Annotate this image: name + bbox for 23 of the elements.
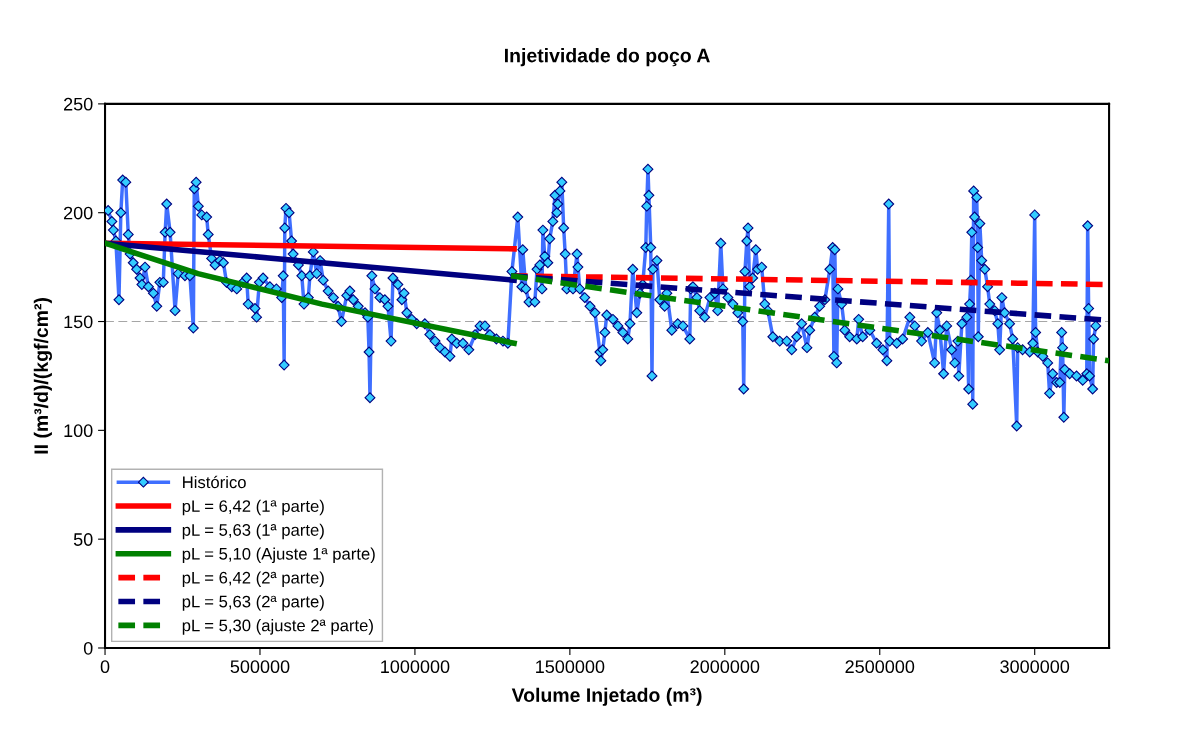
legend-label: pL = 5,63 (2ª parte) <box>182 595 324 611</box>
x-tick-label: 2500000 <box>845 660 915 674</box>
x-tick-label: 3000000 <box>1000 660 1070 674</box>
y-tick-label: 50 <box>73 533 93 546</box>
x-tick-label: 1500000 <box>536 660 605 674</box>
legend-label: pL = 5,30 (ajuste 2ª parte) <box>182 619 373 635</box>
x-tick-label: 500000 <box>230 660 290 674</box>
legend-label: Histórico <box>183 475 246 489</box>
x-tick-label: 2000000 <box>690 660 760 674</box>
legend-label: pL = 6,42 (2ª parte) <box>182 571 324 587</box>
x-tick-label: 1000000 <box>381 660 450 674</box>
legend-label: pL = 5,10 (Ajuste 1ª parte) <box>182 547 375 564</box>
y-tick-label: 150 <box>64 315 93 329</box>
chart-title: Injetividade do poço A <box>505 48 710 67</box>
y-tick-label: 100 <box>64 424 93 438</box>
x-axis-title: Volume Injetado (m³) <box>511 687 702 706</box>
y-tick-label: 0 <box>83 641 93 655</box>
legend-label: pL = 6,42 (1ª parte) <box>182 499 324 516</box>
y-tick-label: 200 <box>64 206 93 220</box>
x-tick-label: 0 <box>100 660 110 674</box>
y-tick-label: 250 <box>64 97 93 111</box>
legend-label: pL = 5,63 (1ª parte) <box>182 523 324 540</box>
y-axis-title: II (m³/d)/(kgf/cm²) <box>33 298 52 454</box>
